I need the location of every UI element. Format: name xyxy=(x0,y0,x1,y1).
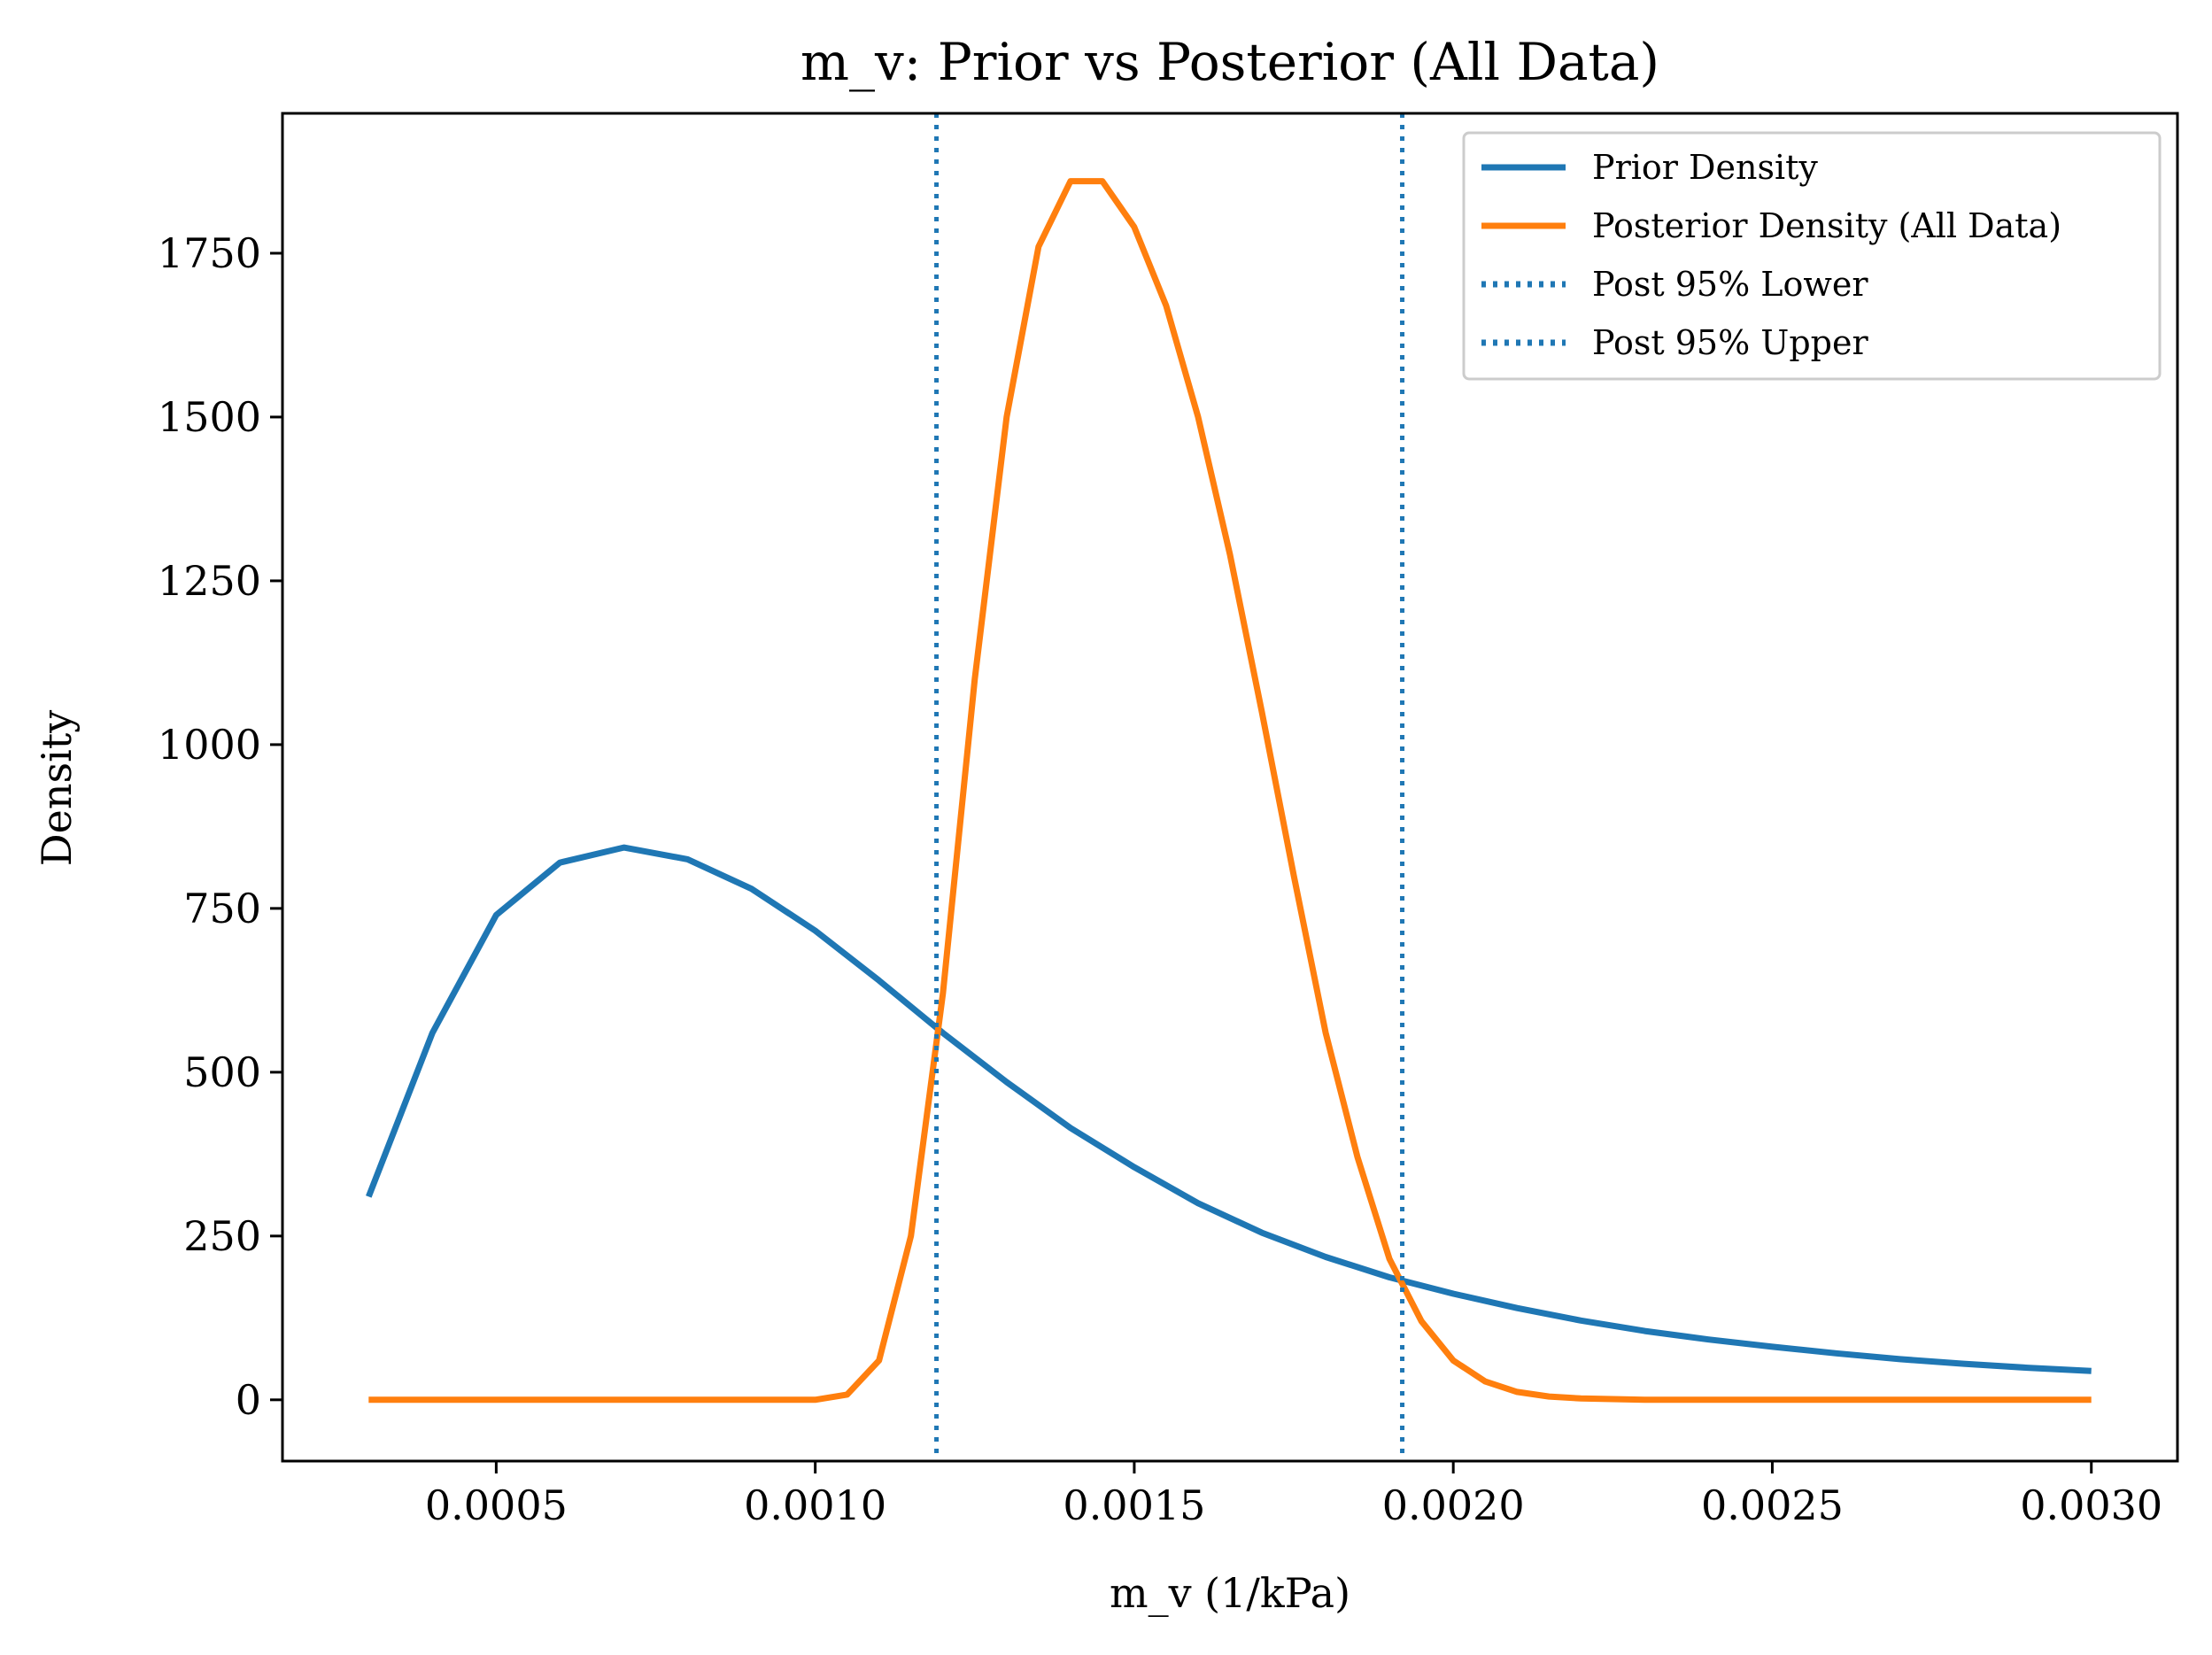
x-tick-label: 0.0025 xyxy=(1701,1481,1844,1529)
x-tick-label: 0.0010 xyxy=(744,1481,886,1529)
y-tick-label: 750 xyxy=(183,885,261,932)
x-tick-label: 0.0015 xyxy=(1063,1481,1205,1529)
x-tick-label: 0.0005 xyxy=(425,1481,568,1529)
y-tick-label: 0 xyxy=(236,1376,261,1424)
plot-area xyxy=(366,113,2092,1461)
x-tick-label: 0.0030 xyxy=(2020,1481,2162,1529)
y-tick-label: 1750 xyxy=(158,229,261,277)
series-line-posterior-density-all-data xyxy=(368,178,2092,1404)
x-axis-label: m_v (1/kPa) xyxy=(1110,1569,1350,1617)
y-tick-label: 1250 xyxy=(158,557,261,605)
legend-label: Posterior Density (All Data) xyxy=(1592,206,2061,245)
legend-box xyxy=(1462,131,2162,381)
legend-items: Prior Density Posterior Density (All Data… xyxy=(1481,148,2061,362)
axes-frame xyxy=(281,112,2179,1463)
y-tick-label: 500 xyxy=(183,1048,261,1096)
legend: Prior Density Posterior Density (All Data… xyxy=(1462,131,2162,381)
x-tick-label: 0.0020 xyxy=(1382,1481,1525,1529)
y-tick-label: 250 xyxy=(183,1212,261,1260)
series-line-prior-density xyxy=(366,844,2092,1374)
legend-label: Post 95% Lower xyxy=(1592,265,1868,304)
legend-label: Prior Density xyxy=(1592,148,1818,187)
y-axis-label: Density xyxy=(33,710,81,867)
y-tick-label: 1000 xyxy=(158,721,261,769)
y-axis-ticks: 0 250 500 750 1000 1250 1500 1750 xyxy=(158,229,282,1424)
y-tick-label: 1500 xyxy=(158,393,261,441)
chart-title: m_v: Prior vs Posterior (All Data) xyxy=(800,32,1659,92)
x-axis-ticks: 0.0005 0.0010 0.0015 0.0020 0.0025 0.0030 xyxy=(425,1461,2162,1529)
legend-label: Post 95% Upper xyxy=(1592,323,1868,362)
